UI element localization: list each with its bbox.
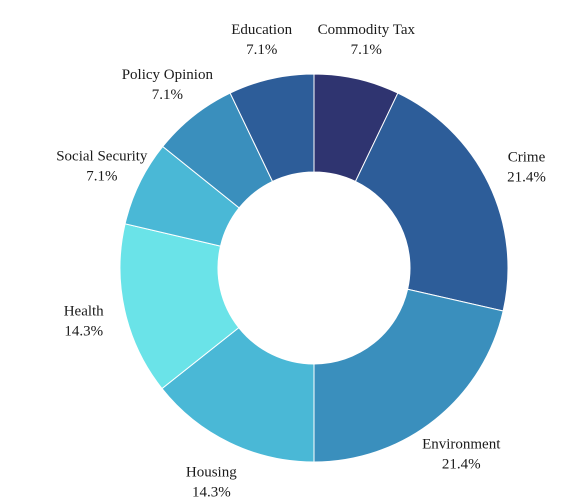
slice-value-label: 14.3% xyxy=(192,484,231,500)
slice-category-label: Policy Opinion xyxy=(122,67,214,83)
slice-label-housing: Housing 14.3% xyxy=(186,464,237,500)
slice-category-label: Crime xyxy=(508,149,546,165)
slice-category-label: Environment xyxy=(422,436,501,452)
slice-category-label: Housing xyxy=(186,464,237,480)
slice-housing xyxy=(161,326,315,463)
slice-value-label: 7.1% xyxy=(86,169,117,185)
slice-category-label: Commodity Tax xyxy=(318,22,416,38)
slice-category-label: Education xyxy=(231,22,292,38)
slice-value-label: 14.3% xyxy=(64,324,103,340)
slice-value-label: 21.4% xyxy=(507,169,546,185)
slice-labels: Commodity Tax 7.1% Crime 21.4% Environment 21… xyxy=(56,22,546,501)
slice-label-policy-opinion: Policy Opinion 7.1% xyxy=(122,67,214,103)
slice-label-commodity-tax: Commodity Tax 7.1% xyxy=(318,22,416,58)
slice-crime xyxy=(354,92,509,312)
slice-category-label: Social Security xyxy=(56,149,148,165)
slice-category-label: Health xyxy=(64,304,104,320)
slice-label-crime: Crime 21.4% xyxy=(507,149,546,185)
slice-health xyxy=(119,223,240,390)
slice-value-label: 7.1% xyxy=(152,87,183,103)
slice-environment xyxy=(313,288,504,463)
slice-value-label: 7.1% xyxy=(351,42,382,58)
slice-education xyxy=(229,73,315,183)
slice-value-label: 21.4% xyxy=(442,456,481,472)
slice-label-education: Education 7.1% xyxy=(231,22,292,58)
donut-slices xyxy=(119,73,509,463)
slice-label-social-security: Social Security 7.1% xyxy=(56,149,148,185)
slice-value-label: 7.1% xyxy=(246,42,277,58)
slice-label-environment: Environment 21.4% xyxy=(422,436,501,472)
slice-label-health: Health 14.3% xyxy=(64,304,104,340)
